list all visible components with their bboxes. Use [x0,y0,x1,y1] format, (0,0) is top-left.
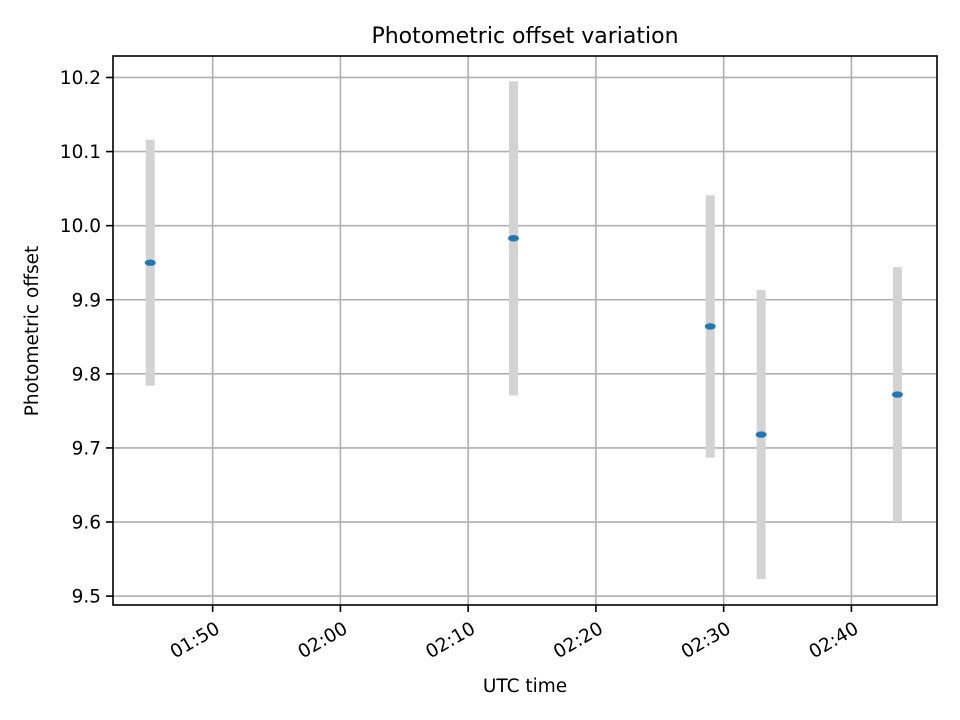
data-point [891,391,903,398]
x-tick-label: 02:30 [678,618,735,663]
y-tick-label: 10.0 [60,216,101,237]
x-tick-label: 02:20 [550,618,607,663]
x-axis: 01:50 02:00 02:10 02:20 02:30 02:40 [167,605,862,663]
x-tick-label: 02:10 [422,618,479,663]
data-point [704,323,716,330]
y-tick-label: 10.1 [60,142,101,163]
x-tick-label: 02:40 [806,618,863,663]
y-tick-label: 10.2 [60,68,101,89]
x-axis-label: UTC time [483,676,567,697]
y-axis-label: Photometric offset [22,246,43,417]
x-tick-label: 01:50 [167,618,224,663]
data-point [144,259,156,266]
data-point [755,431,767,438]
x-tick-label: 02:00 [295,618,352,663]
y-axis: 9.5 9.6 9.7 9.8 9.9 10.0 10.1 10.2 [60,68,113,608]
chart-title: Photometric offset variation [371,24,678,49]
y-tick-label: 9.5 [72,587,101,608]
grid [113,56,937,605]
y-tick-label: 9.9 [72,290,101,311]
y-tick-label: 9.6 [72,513,101,534]
y-tick-label: 9.7 [72,438,101,459]
error-bars [145,81,902,580]
data-point [508,235,520,242]
y-tick-label: 9.8 [72,364,101,385]
data-points [144,235,903,438]
plot-frame [112,55,938,606]
